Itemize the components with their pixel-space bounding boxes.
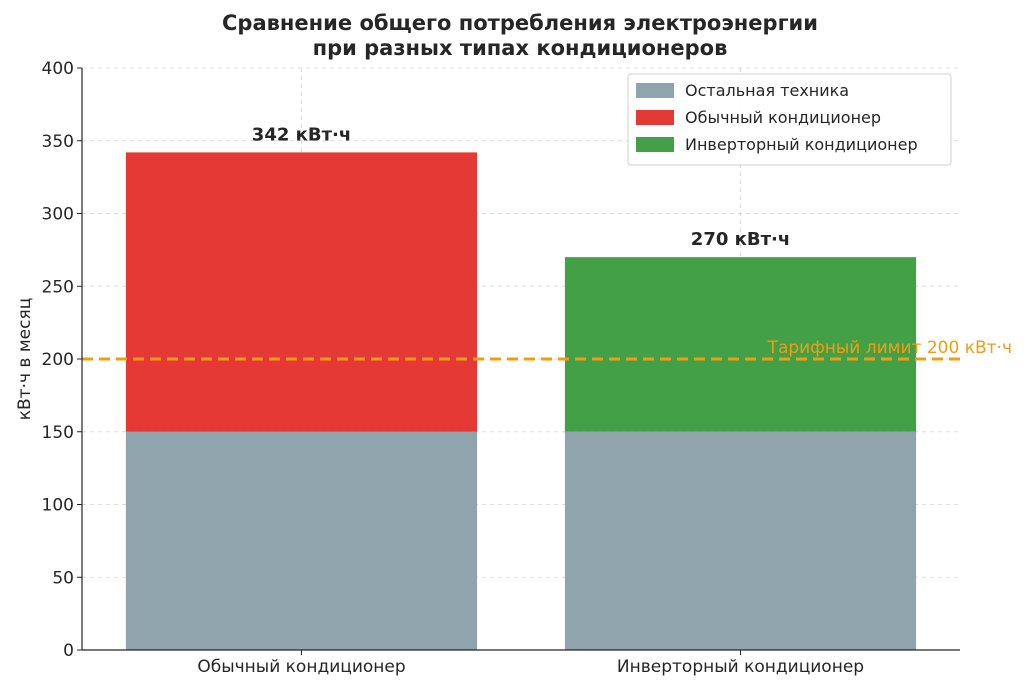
y-tick-label: 0 (63, 641, 74, 661)
y-tick-label: 250 (42, 277, 74, 297)
legend: Остальная техника Обычный кондиционер Инве… (627, 73, 952, 166)
y-tick-label: 200 (42, 350, 74, 370)
legend-swatch (636, 137, 674, 152)
y-tick-label: 50 (52, 568, 74, 588)
x-tick-label: Обычный кондиционер (197, 657, 405, 677)
y-tick-label: 400 (42, 59, 74, 79)
y-tick-label: 300 (42, 205, 74, 225)
legend-swatch (636, 83, 674, 98)
bars (125, 152, 917, 650)
legend-swatch (636, 110, 674, 125)
bar-segment (125, 431, 478, 650)
total-label: 270 кВт·ч (691, 229, 790, 250)
total-label: 342 кВт·ч (252, 124, 351, 145)
legend-label: Обычный кондиционер (685, 108, 881, 127)
chart-title-line-1: Сравнение общего потребления электроэнер… (222, 11, 818, 35)
labels: 342 кВт·ч 270 кВт·ч (252, 124, 790, 250)
y-axis-label: кВт·ч в месяц (15, 298, 35, 421)
chart-title-line-2: при разных типах кондиционеров (313, 36, 728, 60)
y-tick-label: 350 (42, 132, 74, 152)
reference-line-group: Тарифный лимит 200 кВт·ч (82, 338, 1012, 361)
bar-segment (125, 152, 478, 432)
legend-label: Остальная техника (685, 81, 849, 100)
x-tick-label: Инверторный кондиционер (617, 657, 864, 677)
y-tick-label: 100 (42, 496, 74, 516)
legend-label: Инверторный кондиционер (685, 135, 918, 154)
legend-box (627, 73, 952, 166)
axes: 0 50 100 150 200 250 300 350 400 Обычный кондицио… (42, 59, 960, 677)
y-tick-label: 150 (42, 423, 74, 443)
reference-line-label: Тарифный лимит 200 кВт·ч (767, 338, 1012, 358)
bar-segment (564, 257, 917, 432)
bar-segment (564, 431, 917, 650)
